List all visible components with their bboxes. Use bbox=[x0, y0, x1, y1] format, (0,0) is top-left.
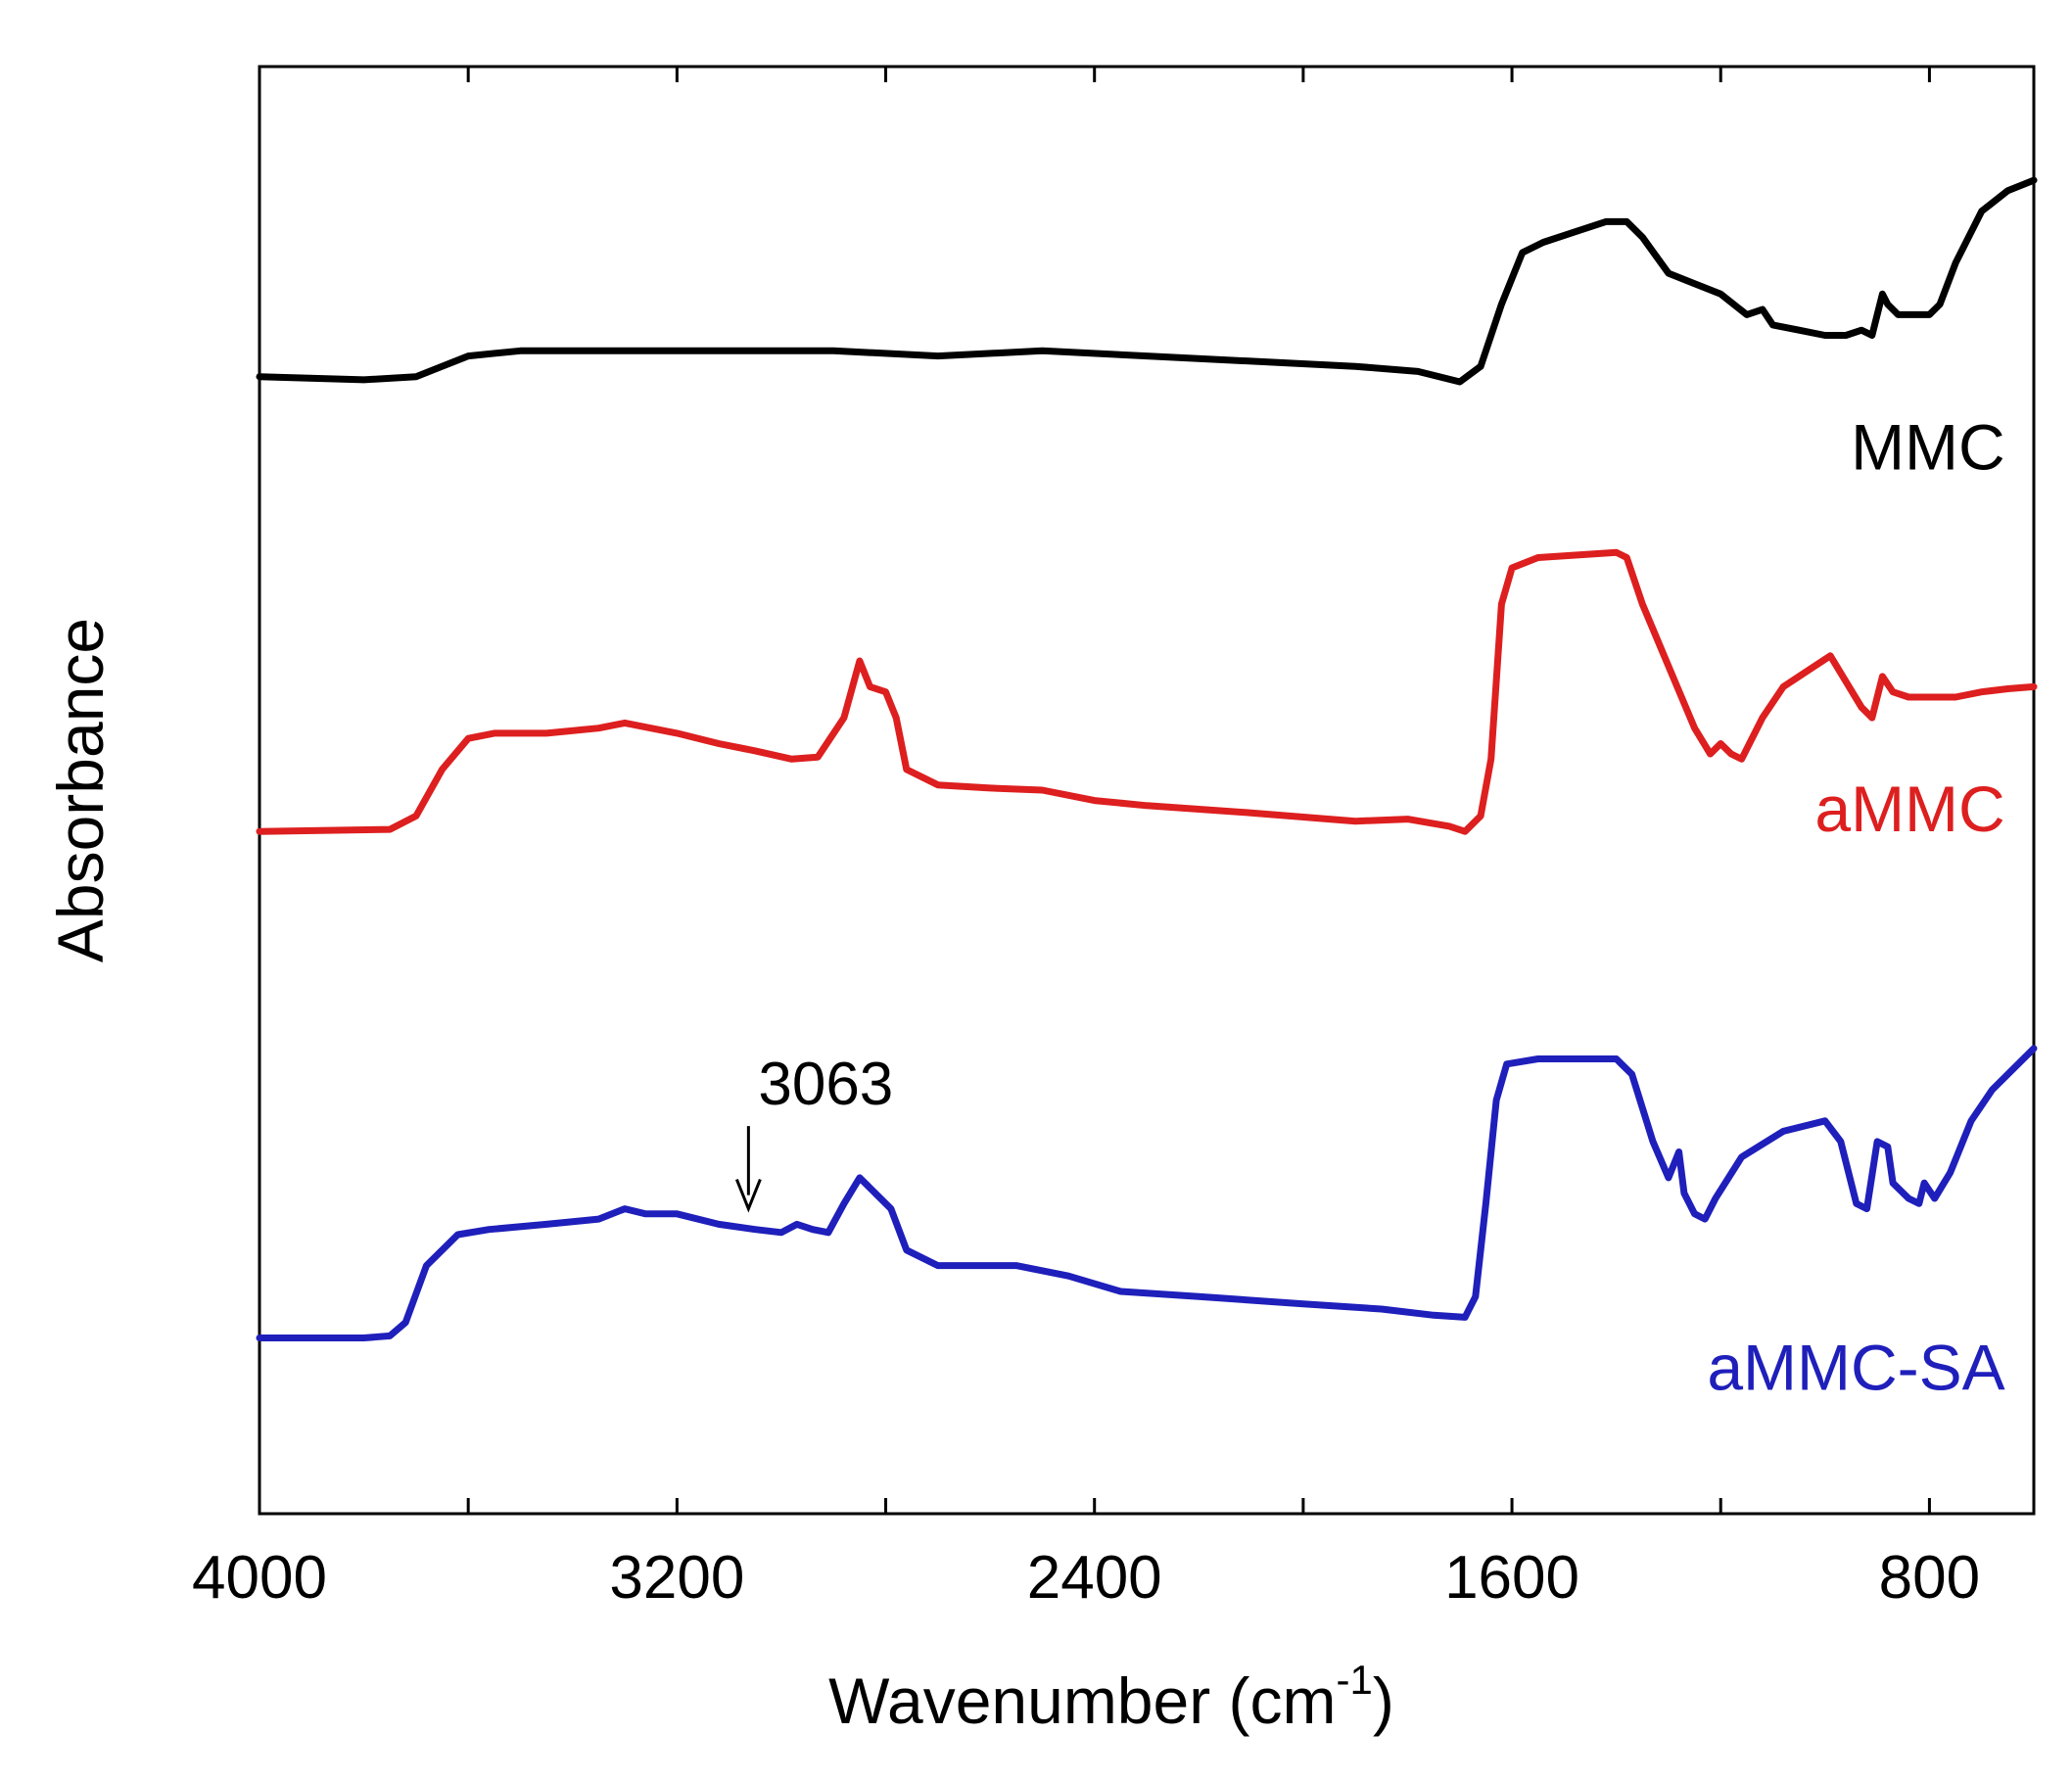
plot-frame bbox=[258, 65, 2036, 1516]
x-axis-title-close: ) bbox=[1373, 1664, 1394, 1737]
x-axis-title-superscript: -1 bbox=[1337, 1657, 1373, 1703]
series-label-ammc: aMMC bbox=[1814, 773, 2004, 845]
annotation-label-3063: 3063 bbox=[758, 1051, 893, 1118]
x-axis-ticks bbox=[258, 67, 1931, 1514]
x-tick-label-1600: 1600 bbox=[1444, 1544, 1579, 1612]
series-line-mmc bbox=[256, 176, 2038, 386]
series-lines bbox=[256, 176, 2038, 1341]
series-labels: MMC aMMC aMMC-SA bbox=[1707, 411, 2004, 1404]
x-tick-label-800: 800 bbox=[1879, 1544, 1980, 1612]
series-label-mmc: MMC bbox=[1851, 411, 2005, 484]
x-tick-label-3200: 3200 bbox=[609, 1544, 744, 1612]
x-tick-label-2400: 2400 bbox=[1027, 1544, 1162, 1612]
x-tick-labels: 4000 3200 2400 1600 800 bbox=[192, 1544, 1980, 1612]
series-line-ammc bbox=[256, 548, 2038, 835]
x-axis-title-text: Wavenumber (cm bbox=[828, 1664, 1336, 1737]
series-label-ammc-sa: aMMC-SA bbox=[1707, 1331, 2004, 1403]
x-axis-title: Wavenumber (cm-1) bbox=[828, 1657, 1394, 1737]
series-line-ammc-sa bbox=[256, 1045, 2038, 1341]
annotation-arrow-head bbox=[734, 1179, 762, 1213]
y-axis-title: Absorbance bbox=[44, 618, 117, 962]
x-tick-label-4000: 4000 bbox=[192, 1544, 327, 1612]
annotations: 3063 bbox=[734, 1051, 893, 1213]
